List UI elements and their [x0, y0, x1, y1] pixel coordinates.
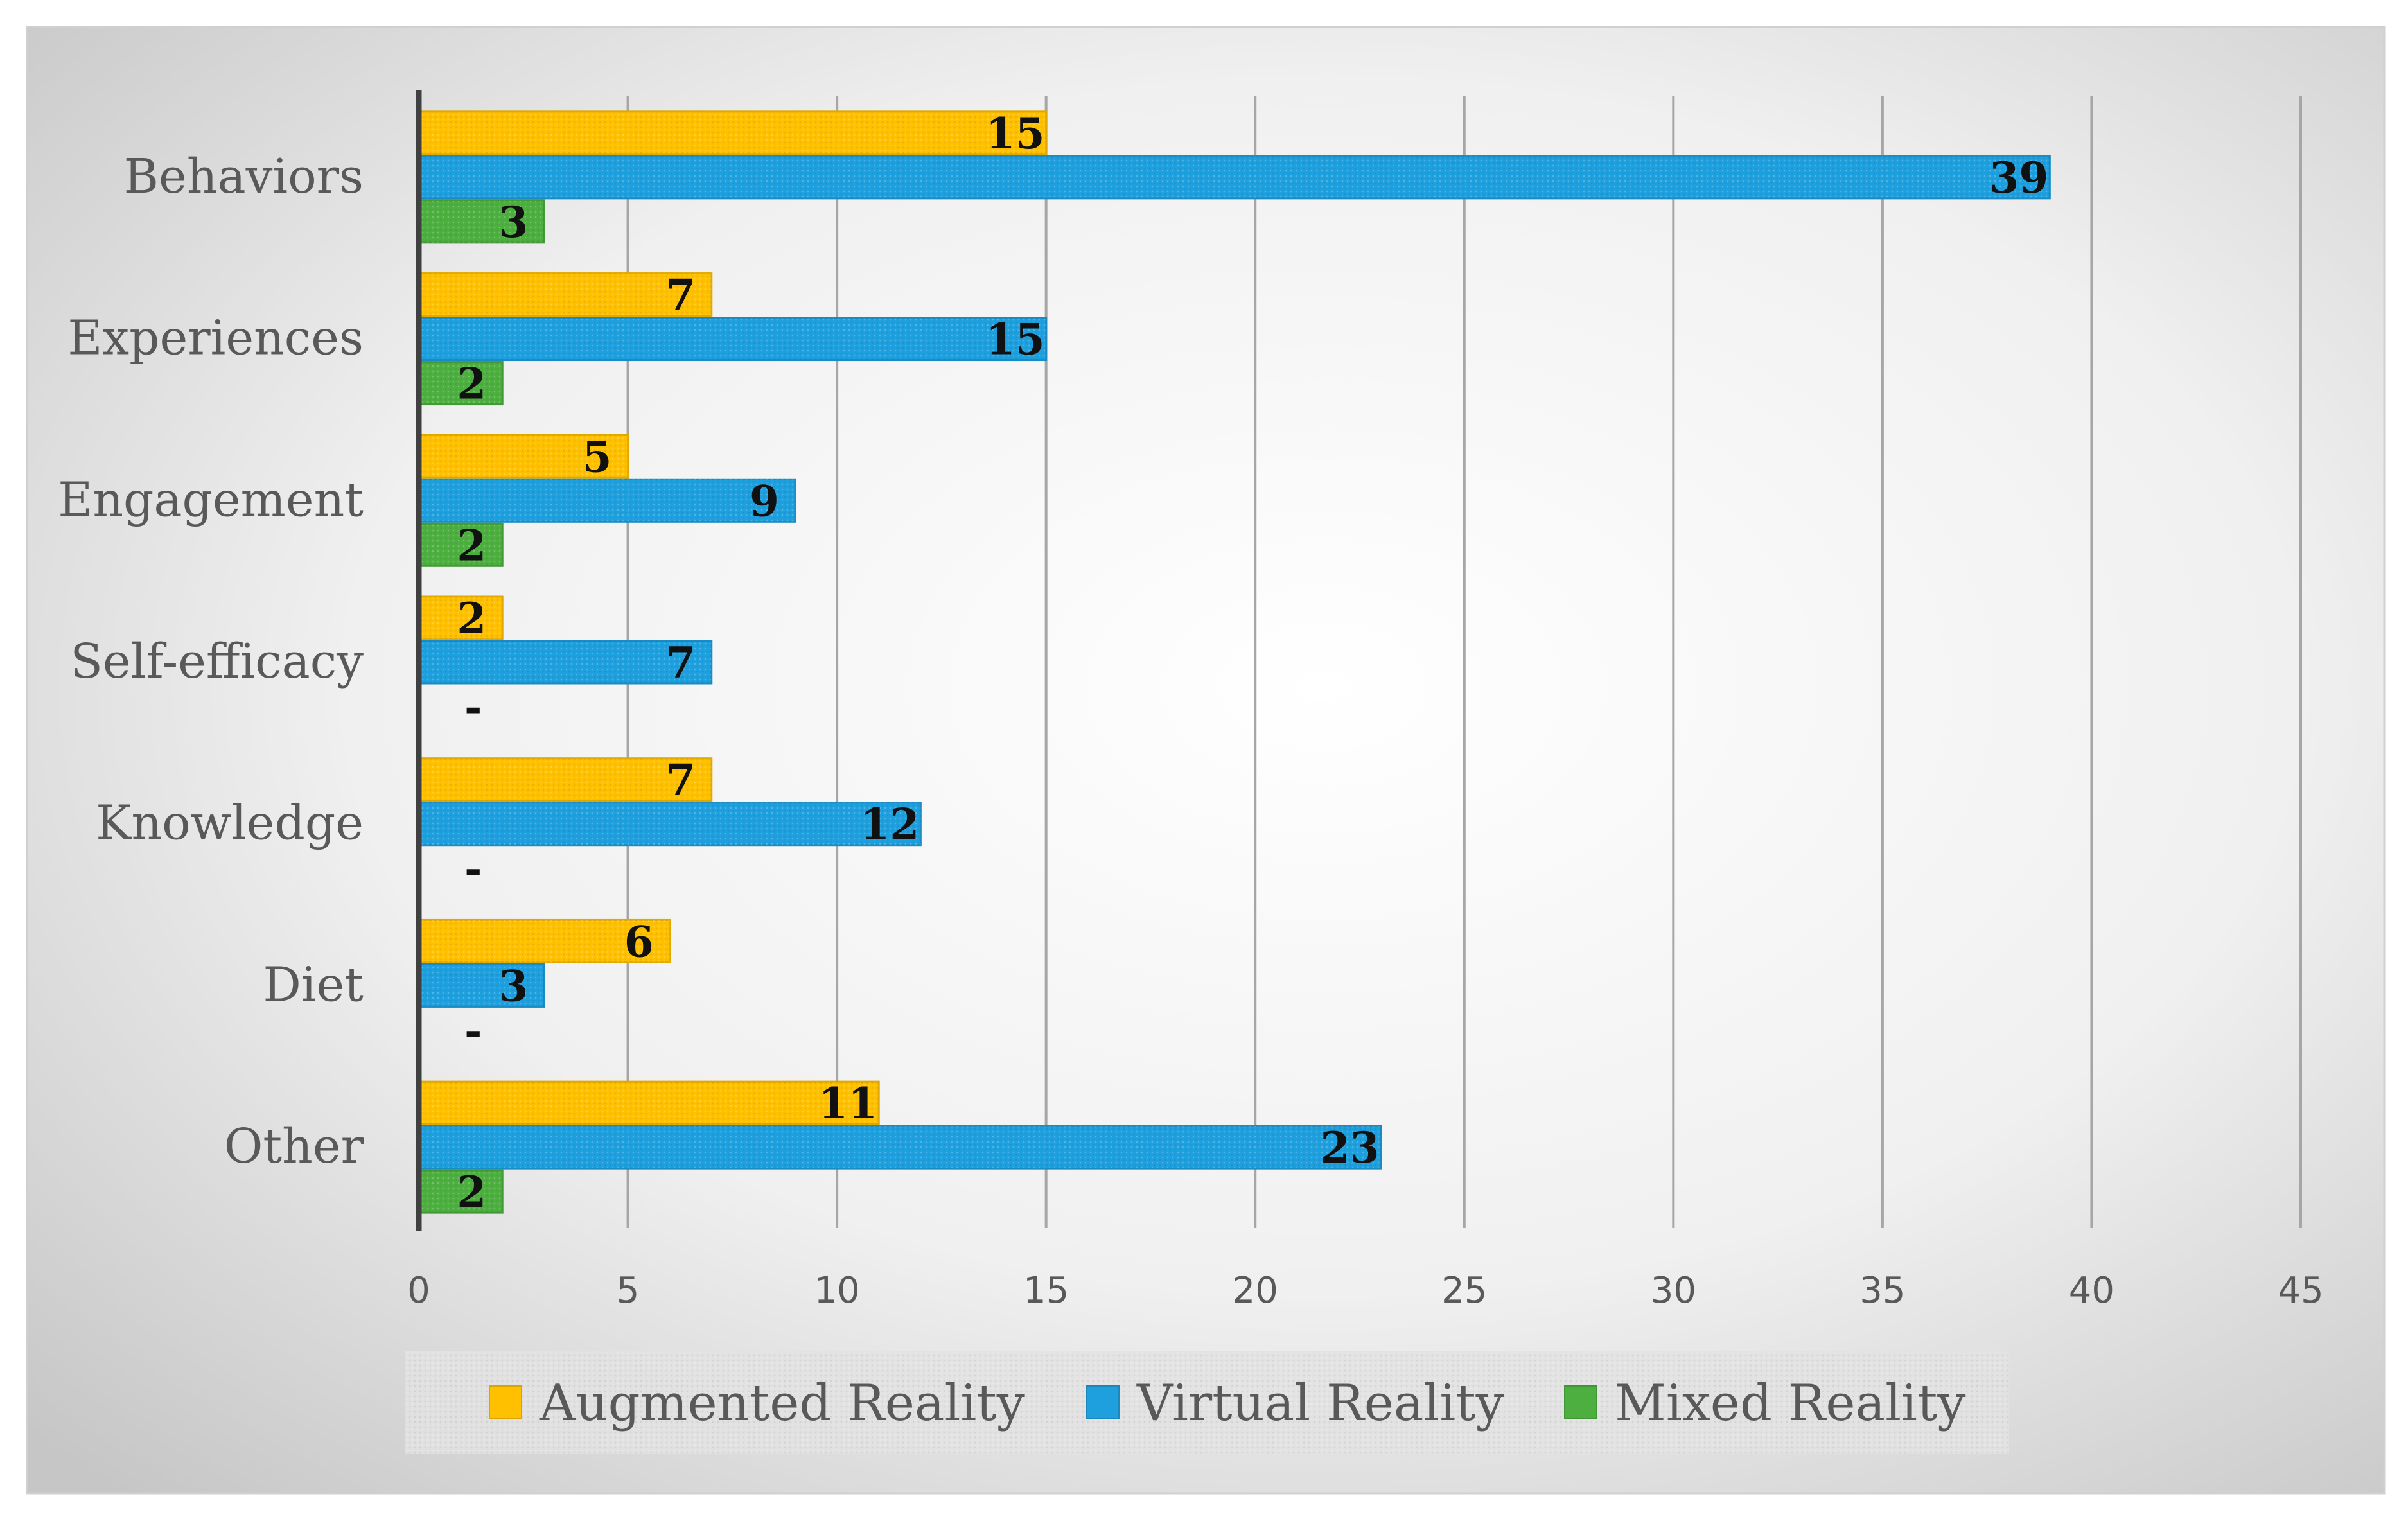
data-label-6-2: 2 — [457, 1167, 486, 1217]
category-label-2: Engagement — [58, 472, 364, 527]
bar-texture-2-2 — [419, 523, 503, 566]
data-label-5-0: 6 — [624, 917, 654, 967]
bar-texture-6-2 — [419, 1170, 503, 1213]
x-tick-label-8: 40 — [2069, 1270, 2114, 1312]
data-label-0-1: 39 — [1989, 153, 2048, 203]
legend-label-0: Augmented Reality — [539, 1374, 1025, 1432]
x-tick-label-3: 15 — [1023, 1270, 1069, 1312]
data-label-2-1: 9 — [750, 476, 779, 526]
x-tick-label-7: 35 — [1859, 1270, 1905, 1312]
bar-texture-5-0 — [419, 920, 670, 963]
bar-texture-1-0 — [419, 273, 712, 316]
category-label-1: Experiences — [67, 311, 364, 366]
data-label-1-2: 2 — [457, 359, 486, 409]
bar-texture-6-0 — [419, 1082, 879, 1125]
x-tick-label-5: 25 — [1441, 1270, 1487, 1312]
x-tick-label-2: 10 — [814, 1270, 859, 1312]
category-label-5: Diet — [263, 957, 364, 1012]
legend-swatch-2 — [1564, 1385, 1597, 1419]
legend-label-1: Virtual Reality — [1136, 1374, 1504, 1432]
bar-texture-1-2 — [419, 362, 503, 405]
x-tick-label-9: 45 — [2278, 1270, 2323, 1312]
data-label-4-2: - — [464, 844, 482, 894]
data-label-2-0: 5 — [583, 432, 612, 482]
bar-texture-0-2 — [419, 200, 545, 243]
legend-swatch-0 — [489, 1385, 522, 1419]
data-label-6-0: 11 — [818, 1078, 877, 1128]
data-label-3-1: 7 — [666, 638, 696, 688]
bar-texture-0-0 — [419, 111, 1046, 154]
bar-texture-3-1 — [419, 641, 712, 683]
category-label-0: Behaviors — [124, 149, 364, 204]
bar-texture-4-1 — [419, 802, 921, 845]
bar-texture-6-1 — [419, 1126, 1381, 1169]
category-label-4: Knowledge — [96, 796, 364, 851]
legend-swatch-1 — [1086, 1385, 1120, 1419]
bar-texture-1-1 — [419, 317, 1046, 360]
bar-texture-4-0 — [419, 758, 712, 801]
data-label-0-2: 3 — [498, 197, 528, 247]
data-label-1-1: 15 — [986, 315, 1045, 365]
category-label-6: Other — [224, 1119, 364, 1174]
category-label-3: Self-efficacy — [70, 634, 364, 689]
bar-texture-5-1 — [419, 964, 545, 1007]
chart-background — [26, 26, 2386, 1495]
data-label-5-1: 3 — [498, 961, 528, 1011]
data-label-4-0: 7 — [666, 755, 696, 805]
legend-texture — [405, 1351, 2009, 1454]
x-tick-label-6: 30 — [1651, 1270, 1696, 1312]
x-tick-label-1: 5 — [617, 1270, 640, 1312]
data-label-5-2: - — [464, 1005, 482, 1055]
bar-texture-3-0 — [419, 597, 503, 639]
x-tick-label-0: 0 — [407, 1270, 430, 1312]
bar-texture-2-0 — [419, 435, 628, 478]
data-label-0-0: 15 — [986, 109, 1045, 159]
bar-texture-0-1 — [419, 155, 2050, 198]
data-label-4-1: 12 — [860, 800, 919, 850]
data-label-3-2: - — [464, 682, 482, 732]
data-label-6-1: 23 — [1321, 1123, 1380, 1173]
x-tick-label-4: 20 — [1233, 1270, 1278, 1312]
data-label-2-2: 2 — [457, 520, 486, 570]
legend-label-2: Mixed Reality — [1615, 1374, 1965, 1432]
data-label-3-0: 2 — [457, 593, 486, 644]
bar-texture-2-1 — [419, 479, 795, 522]
data-label-1-0: 7 — [666, 270, 696, 320]
